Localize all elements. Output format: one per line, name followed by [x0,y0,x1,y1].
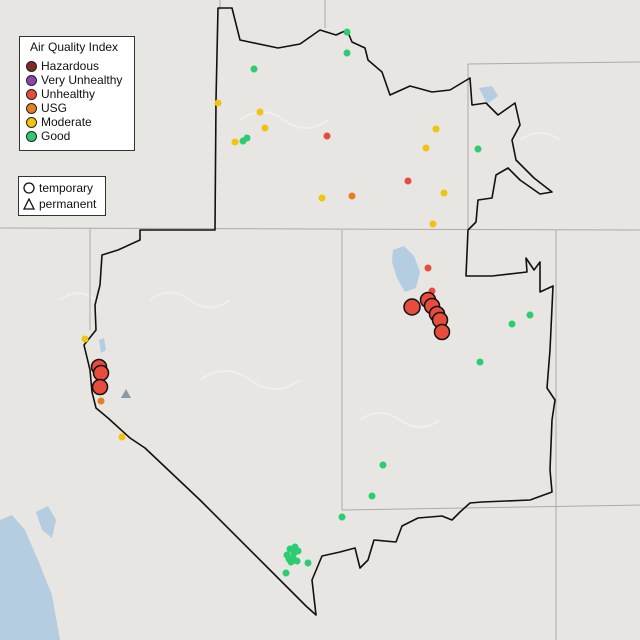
legend-item-usg: USG [26,101,67,115]
usg-swatch [26,102,37,114]
legend-title: Air Quality Index [30,40,119,54]
moderate-swatch [26,116,37,128]
legend-item-temporary: temporary [23,181,93,195]
legend-item-very-unhealthy: Very Unhealthy [26,73,122,87]
aqi-legend: Air Quality Index Hazardous Very Unhealt… [19,36,135,151]
circle-icon [23,182,35,194]
lake-tahoe [99,338,106,353]
legend-item-unhealthy: Unhealthy [26,87,95,101]
legend-item-hazardous: Hazardous [26,59,99,73]
pacific-ocean [0,515,60,640]
triangle-icon [23,198,35,210]
hazardous-swatch [26,60,37,72]
good-swatch [26,130,37,142]
monitor-type-legend: temporary permanent [18,176,106,216]
legend-item-good: Good [26,129,70,143]
permanent-monitor [121,389,131,398]
region-outline [83,7,556,616]
bay [36,506,56,538]
great-salt-lake [392,246,420,292]
very-unhealthy-swatch [26,74,37,86]
legend-item-moderate: Moderate [26,115,92,129]
unhealthy-swatch [26,88,37,100]
legend-item-permanent: permanent [23,197,96,211]
